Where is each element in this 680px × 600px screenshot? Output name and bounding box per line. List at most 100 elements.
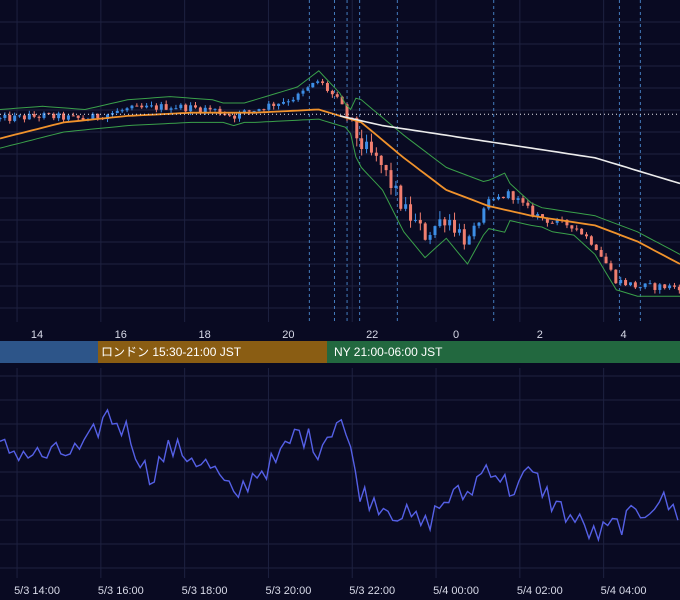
candle-body xyxy=(609,263,613,270)
candle-body xyxy=(242,110,246,113)
session-london-bar: ロンドン 15:30-21:00 JST xyxy=(98,341,327,363)
candle-body xyxy=(638,287,642,289)
price-x-tick-label: 4 xyxy=(621,329,627,341)
candle-body xyxy=(306,87,310,91)
candle-body xyxy=(628,282,632,286)
candle-body xyxy=(91,113,95,120)
candle-body xyxy=(677,286,680,291)
osc-x-tick-label: 5/4 00:00 xyxy=(433,585,479,597)
candle-body xyxy=(311,82,315,88)
candle-body xyxy=(42,113,46,118)
candle-body xyxy=(604,256,608,264)
candle-body xyxy=(658,284,662,290)
candle-body xyxy=(521,198,525,203)
candle-body xyxy=(477,222,481,226)
candle-body xyxy=(355,117,359,139)
candle-body xyxy=(52,113,56,119)
candle-body xyxy=(330,90,334,95)
candle-body xyxy=(365,141,369,150)
candle-body xyxy=(340,96,344,105)
candle-body xyxy=(96,113,100,119)
candle-body xyxy=(233,115,237,119)
candle-body xyxy=(257,109,261,111)
candle-body xyxy=(531,205,535,217)
candle-body xyxy=(203,107,207,113)
candle-body xyxy=(76,115,80,118)
candle-body xyxy=(47,113,51,115)
candle-body xyxy=(189,105,193,112)
candle-body xyxy=(492,199,496,201)
candle-body xyxy=(594,244,598,250)
candle-body xyxy=(614,269,618,284)
price-candles xyxy=(0,78,680,294)
osc-x-tick-label: 5/3 22:00 xyxy=(349,585,395,597)
candle-body xyxy=(369,141,373,153)
osc-x-tick-label: 5/4 02:00 xyxy=(517,585,563,597)
candle-body xyxy=(360,138,364,150)
osc-x-tick-label: 5/3 20:00 xyxy=(265,585,311,597)
candle-body xyxy=(321,81,325,84)
candle-body xyxy=(120,110,124,112)
candle-body xyxy=(438,219,442,227)
candle-body xyxy=(296,93,300,100)
candle-body xyxy=(487,199,491,209)
candle-body xyxy=(325,83,329,91)
candle-body xyxy=(218,108,222,114)
candle-body xyxy=(135,105,139,107)
candle-body xyxy=(3,114,7,118)
candle-body xyxy=(433,226,437,236)
candle-body xyxy=(428,235,432,240)
candle-body xyxy=(62,113,66,120)
candle-body xyxy=(281,101,285,104)
candle-body xyxy=(0,117,2,120)
candle-body xyxy=(570,225,574,229)
candle-body xyxy=(457,229,461,233)
candle-body xyxy=(130,105,134,109)
candle-body xyxy=(575,228,579,230)
price-x-tick-label: 20 xyxy=(282,329,294,341)
candle-body xyxy=(335,94,339,97)
osc-x-tick-label: 5/3 14:00 xyxy=(14,585,60,597)
candle-body xyxy=(345,104,349,118)
candle-body xyxy=(262,109,266,111)
candle-body xyxy=(106,114,110,119)
candle-body xyxy=(643,283,647,288)
candle-body xyxy=(555,219,559,223)
price-x-tick-label: 0 xyxy=(453,329,459,341)
candle-body xyxy=(389,170,393,189)
candle-body xyxy=(252,110,256,112)
candle-body xyxy=(413,219,417,221)
candle-body xyxy=(145,105,149,108)
candle-body xyxy=(301,90,305,94)
candle-body xyxy=(125,108,129,111)
candle-body xyxy=(404,204,408,209)
candle-body xyxy=(663,284,667,289)
bollinger-lower-line xyxy=(0,118,680,297)
candle-body xyxy=(57,113,61,119)
candle-body xyxy=(501,196,505,199)
candle-body xyxy=(379,155,383,166)
candle-body xyxy=(448,219,452,226)
session-asia-bar xyxy=(0,341,98,363)
candle-body xyxy=(150,105,154,107)
candle-body xyxy=(13,115,17,121)
price-x-tick-label: 22 xyxy=(366,329,378,341)
candle-body xyxy=(159,104,163,110)
candle-body xyxy=(418,219,422,224)
candle-body xyxy=(140,105,144,108)
candle-body xyxy=(169,108,173,110)
candle-body xyxy=(423,223,427,240)
candle-body xyxy=(467,236,471,245)
candle-body xyxy=(619,279,623,284)
candle-body xyxy=(164,104,168,110)
ma-fast-line xyxy=(0,108,680,265)
candle-body xyxy=(384,165,388,171)
candle-body xyxy=(536,214,540,217)
candle-body xyxy=(516,198,520,200)
candle-body xyxy=(399,185,403,209)
candle-body xyxy=(291,99,295,102)
candle-body xyxy=(194,105,197,108)
candle-body xyxy=(272,103,276,106)
